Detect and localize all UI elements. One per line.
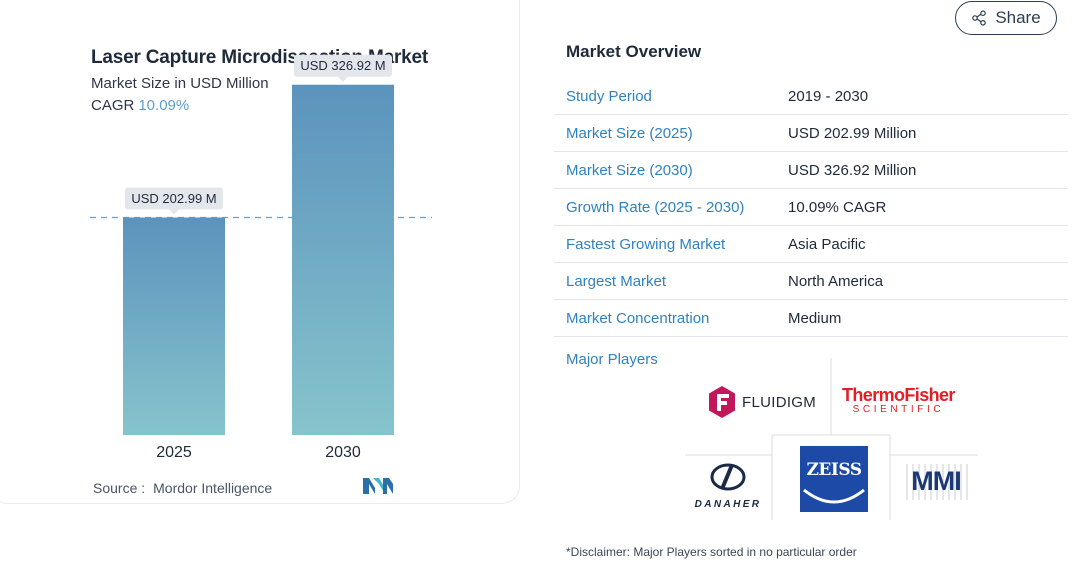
data-label-pointer <box>338 76 348 82</box>
mordor-logo-icon <box>363 478 393 494</box>
overview-value: USD 326.92 Million <box>788 161 917 179</box>
overview-row-largest-market: Largest Market North America <box>554 263 1068 300</box>
bar-2030 <box>292 84 394 435</box>
share-icon <box>972 10 987 26</box>
overview-value: 2019 - 2030 <box>788 87 869 105</box>
overview-row-fastest-growing: Fastest Growing Market Asia Pacific <box>554 226 1068 263</box>
overview-label[interactable]: Growth Rate (2025 - 2030) <box>566 198 745 216</box>
fluidigm-logo: FLUIDIGM <box>708 386 816 418</box>
x-tick-label: 2030 <box>325 444 361 461</box>
overview-row-study-period: Study Period 2019 - 2030 <box>554 78 1068 115</box>
major-players-title[interactable]: Major Players <box>566 351 658 368</box>
cagr-row: CAGR 10.09% <box>91 97 189 114</box>
zeiss-arc-icon <box>803 488 865 504</box>
source-value: Mordor Intelligence <box>153 480 273 496</box>
chart-subtitle: Market Size in USD Million <box>91 75 269 92</box>
fluidigm-text: FLUIDIGM <box>742 393 817 411</box>
thermo-fisher-text: ThermoFisher <box>842 385 955 405</box>
mmi-text: MMI <box>911 466 961 496</box>
overview-label[interactable]: Market Size (2025) <box>566 124 693 142</box>
x-tick-label: 2025 <box>156 444 192 461</box>
thermo-fisher-logo: ThermoFisher SCIENTIFIC <box>842 386 955 416</box>
overview-label[interactable]: Largest Market <box>566 272 667 290</box>
overview-row-growth-rate: Growth Rate (2025 - 2030) 10.09% CAGR <box>554 189 1068 226</box>
zeiss-logo: ZEISS <box>800 446 868 512</box>
zeiss-text: ZEISS <box>806 460 863 480</box>
overview-value: USD 202.99 Million <box>788 124 917 142</box>
bar-2025 <box>123 217 225 435</box>
bar-chart: USD 202.99 M 2025 USD 326.92 M 2030 <box>90 54 432 461</box>
disclaimer: *Disclaimer: Major Players sorted in no … <box>566 545 857 559</box>
overview-value: 10.09% CAGR <box>788 198 887 216</box>
share-label: Share <box>995 8 1041 27</box>
cagr-value: 10.09% <box>138 97 190 114</box>
overview-row-market-concentration: Market Concentration Medium <box>554 300 1068 337</box>
danaher-text: DANAHER <box>694 499 762 510</box>
data-label-bg <box>294 54 392 77</box>
data-label-bg <box>125 187 223 210</box>
source-label: Source : <box>93 480 146 496</box>
overview-label[interactable]: Market Concentration <box>566 309 710 327</box>
danaher-mark-icon <box>710 463 746 491</box>
data-label: USD 326.92 M <box>300 58 385 73</box>
data-label-pointer <box>169 209 179 215</box>
thermo-fisher-scientific-text: SCIENTIFIC <box>852 404 945 415</box>
mmi-logo: MMI <box>903 462 969 502</box>
cagr-label: CAGR <box>91 97 135 114</box>
overview-value: North America <box>788 272 884 290</box>
chart-card <box>0 0 520 504</box>
share-button[interactable]: Share <box>955 1 1057 35</box>
data-label: USD 202.99 M <box>131 191 216 206</box>
overview-row-market-size-2030: Market Size (2030) USD 326.92 Million <box>554 152 1068 189</box>
source-note: Source : Mordor Intelligence <box>93 480 272 496</box>
mmi-backdrop-icon <box>903 462 969 502</box>
fluidigm-mark-icon <box>709 386 735 418</box>
overview-value: Medium <box>788 309 842 327</box>
overview-title: Market Overview <box>566 42 702 61</box>
overview-row-market-size-2025: Market Size (2025) USD 202.99 Million <box>554 115 1068 152</box>
danaher-logo: DANAHER <box>683 462 773 510</box>
overview-label[interactable]: Fastest Growing Market <box>566 235 726 253</box>
overview-table: Study Period 2019 - 2030 Market Size (20… <box>554 78 1068 337</box>
overview-label[interactable]: Study Period <box>566 87 652 105</box>
overview-value: Asia Pacific <box>788 235 866 253</box>
overview-label[interactable]: Market Size (2030) <box>566 161 693 179</box>
